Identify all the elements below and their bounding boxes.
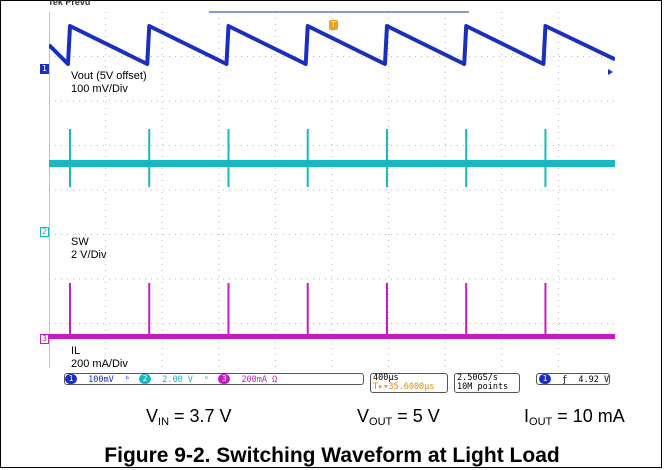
ch2-name-label: SW bbox=[71, 236, 89, 248]
ch1-badge: 1 bbox=[65, 374, 77, 384]
vin-subscript: IN bbox=[158, 416, 170, 428]
timebase-value: 400µs bbox=[373, 373, 399, 383]
channel-settings-box: 1 100mV ᵇ 2 2.00 V ᵇ 3 200mA Ω bbox=[64, 373, 364, 385]
vout-value: = 5 V bbox=[392, 406, 440, 426]
ch1-name-label: Vout (5V offset) bbox=[71, 70, 147, 82]
timebase-box: 400µs T▸▾35.6000µs bbox=[370, 373, 448, 393]
ch2-scale-label: 2 V/Div bbox=[71, 249, 107, 261]
ch3-scale-label: 200 mA/Div bbox=[71, 358, 128, 370]
iout-symbol: I bbox=[524, 406, 530, 426]
iout-condition: IOUT = 10 mA bbox=[524, 406, 625, 428]
vin-condition: VIN = 3.7 V bbox=[146, 406, 232, 428]
figure-caption: Figure 9-2. Switching Waveform at Light … bbox=[104, 444, 560, 467]
ch2-badge: 2 bbox=[139, 374, 152, 384]
vin-symbol: V bbox=[146, 406, 159, 426]
ch1-bw-icon: ᵇ bbox=[124, 374, 130, 385]
ch3-badge: 3 bbox=[218, 374, 231, 384]
ch3-marker: 3 bbox=[40, 334, 49, 344]
scope-header-label: Tek Prevu bbox=[48, 0, 91, 7]
ch1-marker: 1 bbox=[40, 64, 49, 74]
ch1-scale-value: 100mV bbox=[88, 374, 114, 385]
vout-condition: VOUT = 5 V bbox=[357, 406, 440, 428]
ch2-scale-value: 2.00 V bbox=[162, 374, 193, 385]
vout-symbol: V bbox=[357, 406, 370, 426]
trigger-level-value: 4.92 V bbox=[578, 374, 610, 385]
ch3-scale-value: 200mA Ω bbox=[241, 374, 278, 385]
trigger-channel-badge: 1 bbox=[539, 374, 551, 384]
vout-subscript: OUT bbox=[369, 416, 393, 428]
vin-value: = 3.7 V bbox=[169, 406, 232, 426]
trigger-slope-icon: ƒ bbox=[562, 374, 568, 385]
ch1-offset-arrow-icon bbox=[608, 69, 613, 75]
waveform-plot bbox=[49, 11, 615, 368]
scope-status-bar: 1 100mV ᵇ 2 2.00 V ᵇ 3 200mA Ω 400µs T▸▾… bbox=[64, 373, 610, 393]
oscilloscope-screen: Tek Prevu Vout (5V offset) 100 mV/Div SW… bbox=[48, 0, 615, 412]
iout-value: = 10 mA bbox=[552, 406, 625, 426]
ch1-scale-label: 100 mV/Div bbox=[71, 83, 128, 95]
iout-subscript: OUT bbox=[529, 416, 553, 428]
acquisition-box: 2.50GS/s 10M points bbox=[454, 373, 520, 393]
ch2-bw-icon: ᵇ bbox=[204, 374, 210, 385]
sw-waveform-baseline bbox=[49, 160, 615, 167]
vout-waveform bbox=[49, 24, 615, 66]
trigger-position-value: T▸▾35.6000µs bbox=[373, 382, 435, 392]
ch2-marker: 2 bbox=[40, 227, 49, 237]
ch3-name-label: IL bbox=[71, 345, 81, 357]
il-waveform-baseline bbox=[49, 334, 615, 339]
record-length-value: 10M points bbox=[457, 382, 509, 392]
trigger-box: 1 ƒ 4.92 V bbox=[536, 373, 610, 385]
trigger-position-marker: T bbox=[329, 20, 338, 30]
sample-rate-value: 2.50GS/s bbox=[457, 373, 498, 383]
